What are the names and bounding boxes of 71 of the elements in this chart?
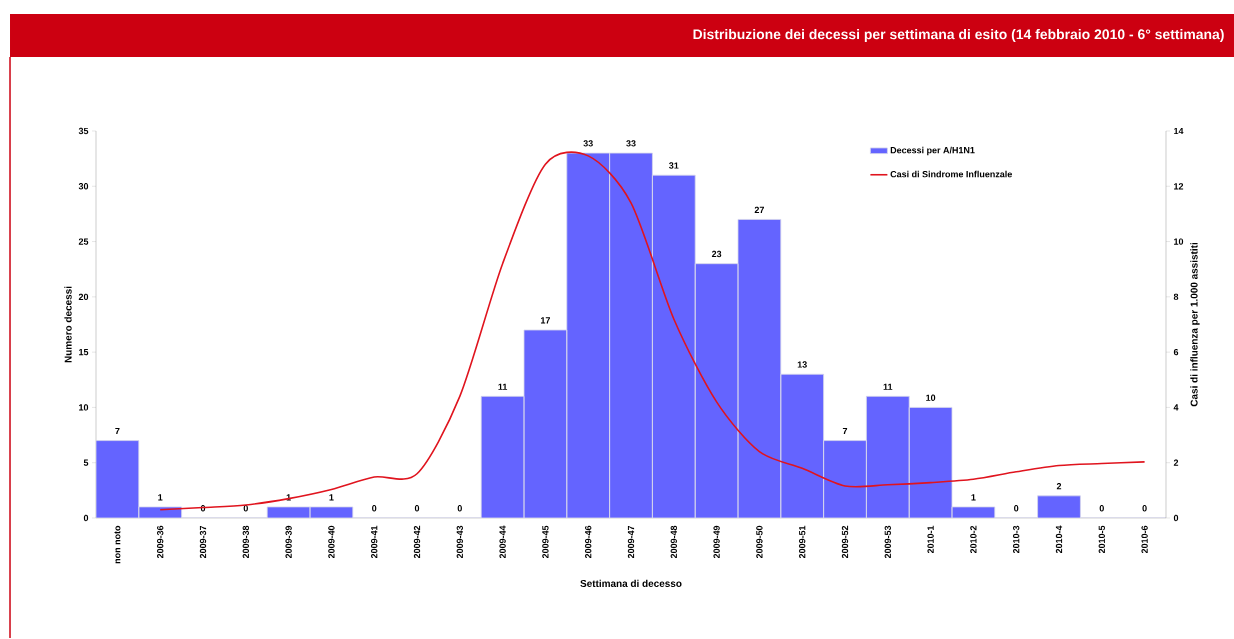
x-tick-label: 2009-38 — [242, 525, 249, 559]
x-tick-label: 2010-5 — [1098, 525, 1105, 554]
data-label: 0 — [1142, 505, 1147, 512]
data-label: 2 — [1056, 483, 1062, 490]
data-label: 1 — [329, 494, 334, 501]
x-tick-label: 2009-45 — [542, 525, 549, 559]
data-label: 0 — [1014, 505, 1019, 512]
data-label: 11 — [498, 383, 508, 390]
y2-tick-label: 6 — [1173, 349, 1179, 356]
data-label: 13 — [797, 361, 807, 368]
data-label: 27 — [754, 206, 764, 214]
x-tick-label: non noto — [114, 525, 121, 564]
legend-label: Decessi per A/H1N1 — [890, 146, 975, 156]
data-label: 7 — [842, 428, 848, 435]
y2-tick-label: 10 — [1174, 238, 1184, 245]
x-tick-label: 2010-1 — [927, 525, 934, 554]
x-axis-title: Settimana di decesso — [580, 579, 682, 588]
x-tick-label: 2009-52 — [841, 526, 849, 559]
data-label: 7 — [115, 428, 120, 435]
data-label: 0 — [372, 505, 377, 512]
chart-title: Distribuzione dei decessi per settimana di esito (14 febbraio 2010 - 6° settimana) — [693, 29, 1224, 43]
data-label: 31 — [669, 162, 679, 169]
y-tick-label: 30 — [78, 183, 89, 190]
y-axis-title: Numero decessi — [64, 286, 72, 363]
data-label: 0 — [243, 505, 248, 512]
x-tick-label: 2009-46 — [585, 525, 592, 559]
y-tick-label: 25 — [78, 238, 89, 245]
y2-tick-label: 12 — [1174, 183, 1184, 190]
x-tick-label: 2009-48 — [670, 525, 677, 559]
y-tick-label: 35 — [78, 127, 89, 135]
data-label: 1 — [158, 494, 163, 501]
x-tick-label: 2009-41 — [371, 525, 378, 559]
data-label: 10 — [926, 394, 936, 402]
y2-tick-label: 0 — [1173, 514, 1179, 522]
x-tick-label: 2010-2 — [970, 526, 977, 554]
x-tick-label: 2009-44 — [499, 525, 506, 559]
y2-axis-title: Casi di influenza per 1.000 assistiti — [1190, 243, 1200, 407]
data-label: 0 — [1099, 505, 1104, 512]
x-tick-label: 2009-43 — [456, 525, 463, 559]
y2-tick-label: 2 — [1173, 459, 1179, 466]
x-tick-label: 2009-50 — [756, 526, 763, 559]
data-label: 11 — [883, 383, 893, 390]
data-label: 0 — [414, 505, 420, 512]
x-tick-label: 2009-51 — [799, 525, 806, 559]
x-tick-label: 2009-39 — [285, 525, 292, 559]
data-label: 1 — [971, 494, 976, 501]
x-tick-label: 2010-4 — [1055, 525, 1063, 554]
y-tick-label: 15 — [79, 349, 89, 356]
data-label: 23 — [711, 250, 722, 258]
y-tick-label: 0 — [83, 514, 89, 522]
x-tick-label: 2009-53 — [884, 525, 891, 559]
bar — [480, 396, 525, 519]
y2-tick-label: 4 — [1173, 404, 1179, 411]
data-label: 0 — [457, 505, 462, 512]
x-tick-label: 2009-47 — [627, 526, 635, 559]
legend-label: Casi di Sindrome Influenzale — [890, 170, 1012, 178]
data-label: 33 — [626, 140, 636, 147]
y-tick-label: 20 — [78, 293, 89, 301]
x-tick-label: 2009-49 — [713, 525, 720, 559]
x-tick-label: 2010-3 — [1013, 525, 1020, 554]
x-tick-label: 2009-37 — [199, 526, 207, 559]
data-label: 17 — [540, 317, 550, 324]
x-tick-label: 2010-6 — [1141, 525, 1148, 554]
x-tick-label: 2009-42 — [413, 526, 421, 559]
x-tick-label: 2009-36 — [157, 525, 164, 559]
y2-tick-label: 14 — [1174, 128, 1184, 135]
data-label: 33 — [583, 140, 593, 147]
y2-tick-label: 8 — [1173, 293, 1179, 301]
x-tick-label: 2009-40 — [328, 526, 335, 559]
y-tick-label: 10 — [79, 404, 89, 411]
y-tick-label: 5 — [83, 459, 89, 466]
